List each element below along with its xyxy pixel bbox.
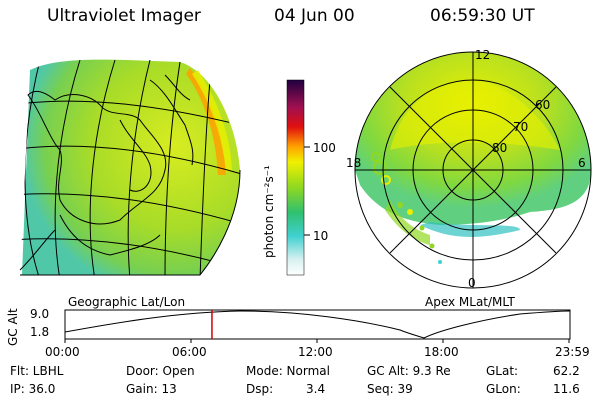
door-status: Door: Open (126, 364, 195, 378)
polar-grid (354, 51, 592, 289)
colorbar-label-100: 100 (313, 141, 336, 155)
glat-value: 62.2 (553, 364, 580, 378)
mode-status: Mode: Normal (246, 364, 330, 378)
filter-status: Flt: LBHL (10, 364, 64, 378)
coastlines (19, 74, 194, 271)
mlt-label-18: 18 (346, 156, 362, 170)
lat-label-80: 80 (492, 141, 508, 155)
meridian-line (24, 59, 41, 276)
left-panel-caption: Geographic Lat/Lon (68, 295, 186, 309)
limb-brightening (186, 68, 226, 175)
ip-status: IP: 36.0 (10, 382, 56, 396)
dusk-artifacts (371, 152, 442, 264)
timeline-tick-label: 00:00 (45, 345, 80, 359)
timeline-tick-label: 23:59 (555, 345, 590, 359)
sequence-status: Seq: 39 (367, 382, 413, 396)
timeline-tick-label: 18:00 (424, 345, 459, 359)
timeline-axis-label: GC Alt (6, 308, 20, 346)
altitude-trace (64, 310, 571, 339)
colorbar-label-10: 10 (313, 229, 329, 243)
timeline-tick-label: 12:00 (298, 345, 333, 359)
meridian-line (127, 59, 151, 276)
timeline-y-bottom: 1.8 (30, 325, 50, 339)
geographic-image (19, 59, 241, 276)
timeline-y-top: 9.0 (30, 307, 50, 321)
lat-label-70: 70 (513, 120, 529, 134)
colorbar (286, 79, 305, 276)
glon-label: GLon: (486, 382, 521, 396)
mlt-label-6: 6 (578, 156, 586, 170)
date-display: 04 Jun 00 (274, 6, 355, 26)
timeline-tick-label: 06:00 (172, 345, 207, 359)
lat-label-60: 60 (535, 98, 551, 112)
polar-image (354, 51, 592, 289)
altitude-timeline (64, 309, 571, 343)
gc-alt-status: GC Alt: 9.3 Re (367, 364, 451, 378)
glat-label: GLat: (486, 364, 519, 378)
gain-status: Gain: 13 (126, 382, 177, 396)
projection-boundary (20, 169, 241, 276)
mlt-label-0: 0 (468, 276, 476, 290)
meridian-line (199, 79, 211, 276)
dsp-label: Dsp: (246, 382, 274, 396)
meridian-line (54, 59, 81, 276)
app-title: Ultraviolet Imager (47, 6, 201, 26)
meridian-line (89, 59, 116, 276)
glon-value: 11.6 (553, 382, 580, 396)
right-panel-caption: Apex MLat/MLT (425, 295, 515, 309)
colorbar-unit-label: photon cm⁻²s⁻¹ (262, 165, 276, 258)
meridian-line (164, 61, 181, 276)
mlt-label-12: 12 (475, 48, 491, 62)
parallel-line (20, 100, 240, 126)
dsp-value: 3.4 (306, 382, 326, 396)
parallel-line (20, 145, 240, 176)
parallel-line (20, 193, 240, 226)
time-display: 06:59:30 UT (430, 6, 535, 26)
